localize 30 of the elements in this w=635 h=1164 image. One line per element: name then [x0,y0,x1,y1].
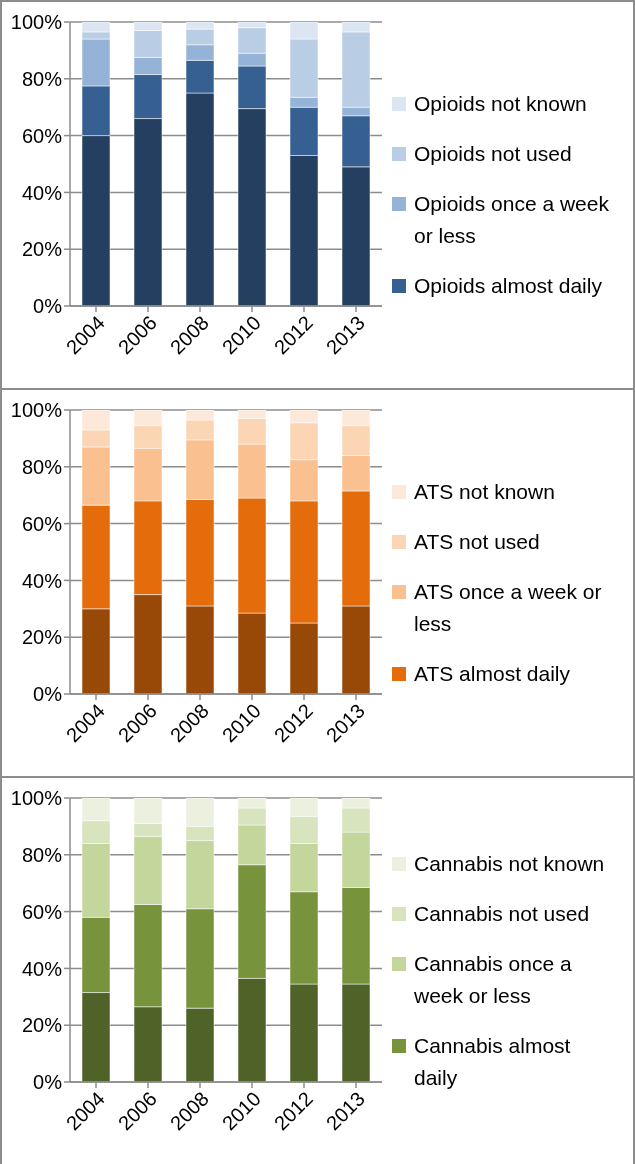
legend-label: Cannabis once a week or less [414,951,573,1009]
y-tick-label: 100% [10,11,63,34]
y-tick-label: 20% [21,1014,63,1037]
y-tick-label: 0% [33,683,63,706]
y-tick-label: 60% [21,124,63,147]
y-tick-label: 80% [21,67,63,90]
legend-label: Opioids not known [414,91,587,117]
y-tick-label: 0% [33,295,63,318]
y-tick-label: 40% [21,957,63,980]
y-tick-label: 100% [10,399,63,422]
legend-label: Cannabis almost daily [414,1033,572,1091]
legend-label: Cannabis not used [414,901,590,927]
legend-label: Opioids almost daily [414,273,602,299]
y-tick-label: 80% [21,843,63,866]
y-tick-label: 0% [33,1071,63,1094]
y-tick-label: 100% [10,787,63,810]
y-tick-label: 60% [21,900,63,923]
y-tick-label: 80% [21,455,63,478]
legend-label: Opioids once a week or less [414,191,610,249]
legend-label: ATS almost daily [414,661,570,687]
y-tick-label: 60% [21,512,63,535]
y-tick-label: 40% [21,569,63,592]
legend-label: ATS once a week or less [414,579,603,637]
legend-label: Opioids not used [414,141,572,167]
legend-label: Cannabis not known [414,851,605,877]
legend-label: ATS not known [414,479,555,505]
legend-label: ATS not used [414,529,540,555]
y-tick-label: 20% [21,626,63,649]
y-tick-label: 40% [21,181,63,204]
y-tick-label: 20% [21,238,63,261]
